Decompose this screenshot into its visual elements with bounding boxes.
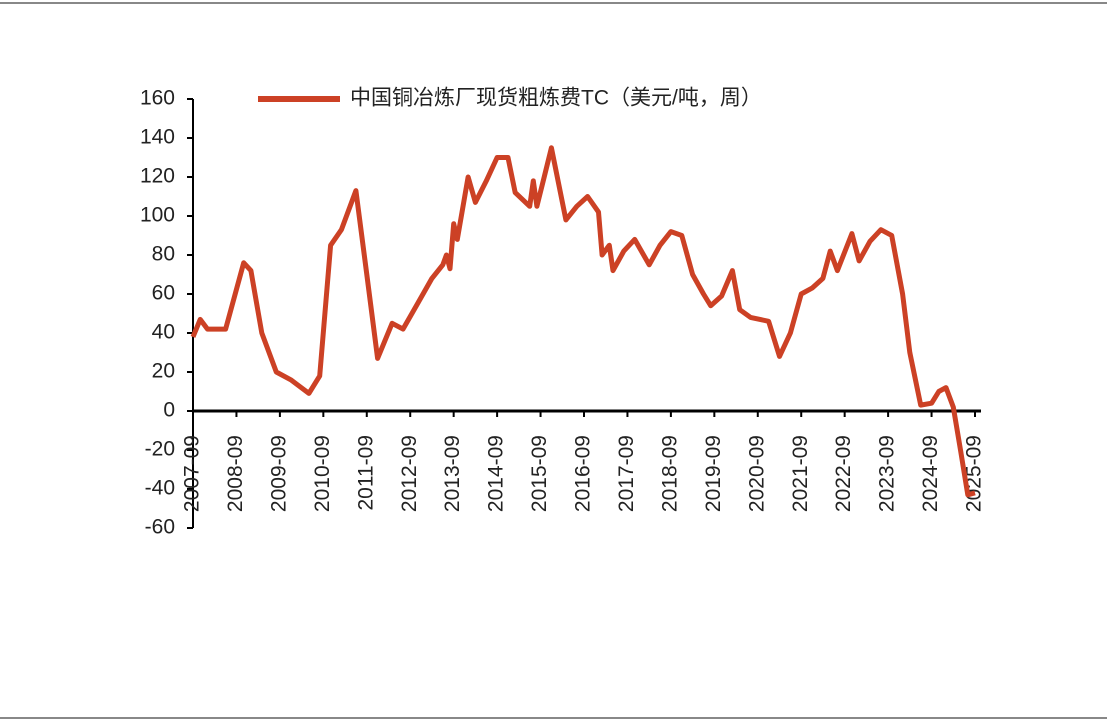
x-tick-label: 2020-09 xyxy=(745,435,768,512)
y-tick-label: 20 xyxy=(152,360,175,383)
y-tick-label: 120 xyxy=(140,165,175,188)
y-tick-label: 140 xyxy=(140,126,175,149)
x-tick-label: 2023-09 xyxy=(876,435,899,512)
y-tick-label: -20 xyxy=(145,438,175,461)
legend-label: 中国铜冶炼厂现货粗炼费TC（美元/吨，周） xyxy=(350,87,762,110)
x-tick-label: 2008-09 xyxy=(224,435,247,512)
legend: 中国铜冶炼厂现货粗炼费TC（美元/吨，周） xyxy=(258,87,762,110)
line-series xyxy=(190,145,976,498)
y-tick-label: -40 xyxy=(145,477,175,500)
x-tick-label: 2017-09 xyxy=(615,435,638,512)
x-tick-label: 2011-09 xyxy=(354,435,377,511)
x-tick-label: 2019-09 xyxy=(702,435,725,512)
x-tick-label: 2018-09 xyxy=(658,435,681,512)
x-tick-label: 2012-09 xyxy=(398,435,421,512)
y-tick-label: 0 xyxy=(163,399,175,422)
x-tick-label: 2024-09 xyxy=(919,435,942,512)
x-tick-label: 2009-09 xyxy=(267,435,290,512)
x-tick-label: 2021-09 xyxy=(789,435,812,512)
y-tick-label: -60 xyxy=(145,516,175,539)
x-tick-label: 2015-09 xyxy=(528,435,551,512)
x-tick-label: 2022-09 xyxy=(832,435,855,512)
y-tick-label: 80 xyxy=(152,243,175,266)
x-tick-label: 2007-09 xyxy=(181,435,204,512)
y-tick-label: 60 xyxy=(152,282,175,305)
x-tick-label: 2016-09 xyxy=(572,435,595,512)
x-tick-label: 2013-09 xyxy=(441,435,464,512)
x-tick-label: 2014-09 xyxy=(485,435,508,512)
x-tick-label: 2010-09 xyxy=(311,435,334,512)
y-tick-label: 160 xyxy=(140,87,175,110)
y-tick-label: 40 xyxy=(152,321,175,344)
y-tick-label: 100 xyxy=(140,204,175,227)
